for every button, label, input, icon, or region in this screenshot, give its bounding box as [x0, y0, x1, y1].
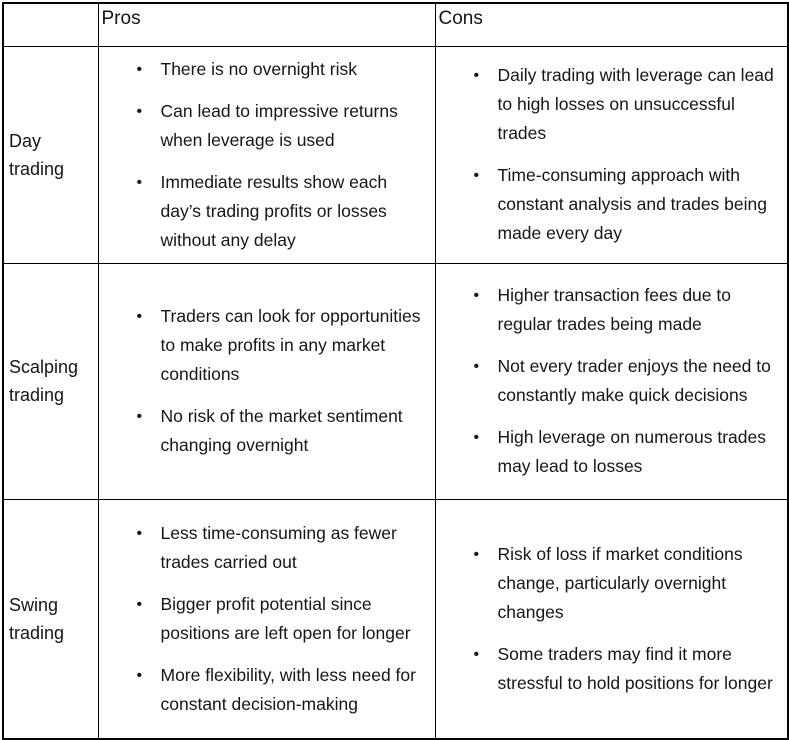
bullet-list: Higher transaction fees due to regular t…: [436, 281, 780, 481]
table-row-scalping-trading: Scalping trading Traders can look for op…: [2, 262, 789, 500]
bullet-list: There is no overnight risk Can lead to im…: [99, 55, 427, 255]
header-empty-cell: [2, 2, 99, 47]
bullet-item: No risk of the market sentiment changing…: [133, 402, 427, 460]
table-row-day-trading: Day trading There is no overnight risk Ca…: [2, 45, 789, 264]
bullet-item: Bigger profit potential since positions …: [133, 590, 427, 648]
header-cons: Cons: [434, 2, 789, 47]
bullet-item: Not every trader enjoys the need to cons…: [470, 352, 780, 410]
bullet-list: Risk of loss if market conditions change…: [436, 540, 780, 698]
bullet-list: Less time-consuming as fewer trades carr…: [99, 519, 427, 719]
bullet-item: Can lead to impressive returns when leve…: [133, 97, 427, 155]
bullet-item: Time-consuming approach with constant an…: [470, 161, 780, 248]
row-label-scalping-trading: Scalping trading: [2, 262, 99, 500]
scalping-trading-pros-cell: Traders can look for opportunities to ma…: [97, 262, 436, 500]
table-row-swing-trading: Swing trading Less time-consuming as few…: [2, 498, 789, 740]
bullet-item: Some traders may find it more stressful …: [470, 640, 780, 698]
row-label-swing-trading: Swing trading: [2, 498, 99, 740]
bullet-item: Daily trading with leverage can lead to …: [470, 61, 780, 148]
bullet-item: High leverage on numerous trades may lea…: [470, 423, 780, 481]
day-trading-cons-cell: Daily trading with leverage can lead to …: [434, 45, 789, 264]
bullet-item: Higher transaction fees due to regular t…: [470, 281, 780, 339]
bullet-list: Traders can look for opportunities to ma…: [99, 302, 427, 460]
swing-trading-cons-cell: Risk of loss if market conditions change…: [434, 498, 789, 740]
bullet-item: There is no overnight risk: [133, 55, 427, 84]
header-row: Pros Cons: [2, 2, 789, 47]
swing-trading-pros-cell: Less time-consuming as fewer trades carr…: [97, 498, 436, 740]
bullet-item: Immediate results show each day’s tradin…: [133, 168, 427, 255]
bullet-item: Traders can look for opportunities to ma…: [133, 302, 427, 389]
bullet-item: Less time-consuming as fewer trades carr…: [133, 519, 427, 577]
header-pros: Pros: [97, 2, 436, 47]
scalping-trading-cons-cell: Higher transaction fees due to regular t…: [434, 262, 789, 500]
bullet-item: More flexibility, with less need for con…: [133, 661, 427, 719]
day-trading-pros-cell: There is no overnight risk Can lead to im…: [97, 45, 436, 264]
row-label-day-trading: Day trading: [2, 45, 99, 264]
bullet-list: Daily trading with leverage can lead to …: [436, 61, 780, 248]
bullet-item: Risk of loss if market conditions change…: [470, 540, 780, 627]
